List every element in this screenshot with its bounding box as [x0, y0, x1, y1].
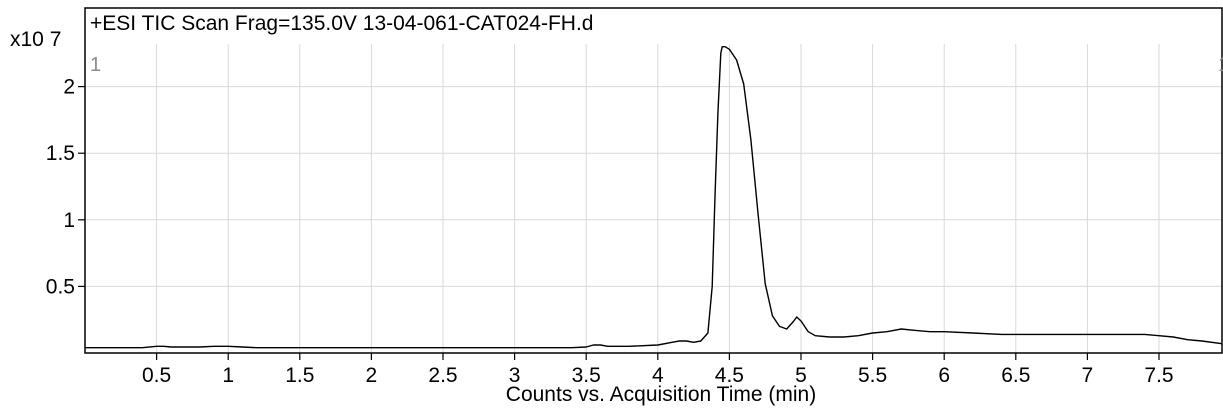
x-tick-label: 3: [509, 364, 521, 387]
x-tick-label: 7: [1082, 364, 1094, 387]
x-tick-label: 1.5: [285, 364, 314, 387]
x-tick-label: 6: [938, 364, 950, 387]
x-marker-right: 1: [1218, 54, 1223, 76]
x-axis-label: Counts vs. Acquisition Time (min): [506, 383, 816, 406]
tic-trace-line: [85, 46, 1223, 349]
x-tick-label: 4.5: [715, 364, 744, 387]
chart-title: +ESI TIC Scan Frag=135.0V 13-04-061-CAT0…: [90, 12, 593, 35]
y-axis-ticks: 0.5 1 1.5 2: [46, 76, 85, 298]
x-tick-label: 2.5: [428, 364, 457, 387]
y-tick-label: 1.5: [46, 142, 75, 165]
x-tick-label: 1: [222, 364, 234, 387]
x-tick-label: 5: [795, 364, 807, 387]
plot-frame: [84, 7, 1223, 354]
y-exponent-label: x10 7: [10, 28, 61, 51]
y-tick-label: 1: [63, 209, 75, 232]
x-marker-left: 1: [90, 54, 101, 76]
grid-lines: [85, 44, 1222, 353]
x-tick-label: 3.5: [572, 364, 601, 387]
x-tick-label: 7.5: [1144, 364, 1173, 387]
x-tick-label: 6.5: [1001, 364, 1030, 387]
x-tick-label: 4: [652, 364, 664, 387]
x-tick-label: 5.5: [858, 364, 887, 387]
x-axis-ticks: 0.5 1 1.5 2 2.5 3 3.5 4 4.5 5 5.5 6 6.5 7 7.5: [142, 353, 1174, 387]
y-tick-label: 0.5: [46, 275, 75, 298]
x-tick-label: 0.5: [142, 364, 171, 387]
x-tick-label: 2: [366, 364, 378, 387]
y-tick-label: 2: [63, 76, 75, 99]
